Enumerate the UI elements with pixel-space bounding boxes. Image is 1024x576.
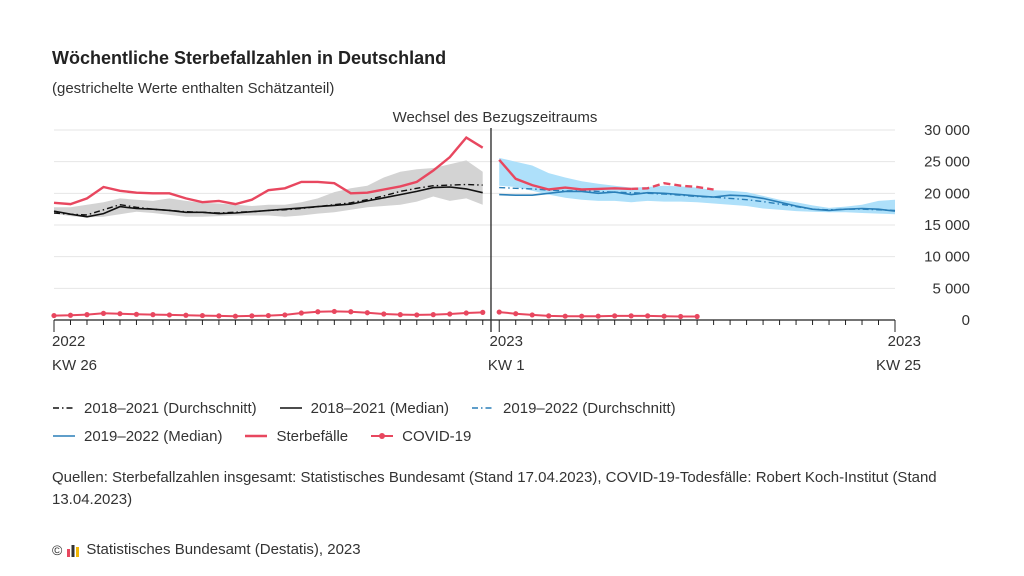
range-bands xyxy=(54,157,895,218)
grid-lines xyxy=(54,129,895,289)
covid-point xyxy=(645,313,651,319)
y-tick-label: 25 000 xyxy=(924,154,970,171)
legend: 2018–2021 (Durchschnitt) 2018–2021 (Medi… xyxy=(52,394,872,450)
legend-item-avg-2018-2021: 2018–2021 (Durchschnitt) xyxy=(52,400,257,417)
covid-point xyxy=(546,313,552,319)
covid-point xyxy=(348,309,354,315)
legend-item-deaths: Sterbefälle xyxy=(244,428,348,445)
series-line-median-2018-2021 xyxy=(53,186,483,218)
x-tick-label-year: 2022 xyxy=(52,333,85,350)
line-chart: 0 5 000 10 000 15 000 20 000 25 000 30 000 2022… xyxy=(51,109,970,374)
series-line-deaths-2022 xyxy=(53,136,484,206)
legend-item-median-2019-2022: 2019–2022 (Median) xyxy=(52,428,222,445)
covid-point xyxy=(397,312,403,318)
credit-text: Statistisches Bundesamt (Destatis), 2023 xyxy=(86,541,361,558)
source-note: Quellen: Sterbefallzahlen insgesamt: Sta… xyxy=(52,469,937,508)
covid-point xyxy=(381,311,387,317)
legend-label: 2019–2022 (Durchschnitt) xyxy=(503,399,676,417)
x-tick-label-week: KW 25 xyxy=(876,357,921,374)
x-tick-label-year: 2023 xyxy=(888,333,921,350)
covid-point xyxy=(315,309,321,315)
legend-swatch-median-2019-2022 xyxy=(53,435,75,437)
covid-point xyxy=(150,312,156,318)
covid-point xyxy=(183,312,189,318)
covid-point xyxy=(513,311,519,317)
destatis-logo-icon xyxy=(67,544,80,557)
covid-point xyxy=(199,312,206,319)
legend-swatch-median-2018-2021 xyxy=(279,407,302,409)
covid-point xyxy=(595,313,601,319)
covid-point xyxy=(562,313,568,319)
y-tick-label: 0 xyxy=(962,312,970,329)
legend-label: COVID-19 xyxy=(402,427,472,445)
covid-point xyxy=(430,312,436,318)
copyright-symbol: © xyxy=(52,541,63,558)
covid-point xyxy=(216,313,222,319)
covid-point xyxy=(331,308,337,315)
covid-point xyxy=(678,313,684,320)
y-tick-label: 15 000 xyxy=(924,217,970,234)
covid-point xyxy=(529,312,535,318)
covid-point xyxy=(166,312,173,318)
legend-item-covid: COVID-19 xyxy=(370,428,471,445)
band-2019-2022 xyxy=(499,157,895,215)
series-lines xyxy=(51,136,896,320)
legend-label: 2019–2022 (Median) xyxy=(84,427,223,445)
covid-point xyxy=(249,313,255,319)
covid-point xyxy=(51,312,57,319)
covid-point xyxy=(447,311,453,317)
chart-subtitle: (gestrichelte Werte enthalten Schätzante… xyxy=(52,80,335,97)
covid-point xyxy=(100,310,107,316)
series-line-deaths-2023 xyxy=(498,159,632,191)
y-tick-label: 20 000 xyxy=(924,185,970,202)
covid-point xyxy=(480,309,486,315)
covid-point xyxy=(463,310,469,316)
covid-point xyxy=(84,312,90,318)
legend-label: 2018–2021 (Durchschnitt) xyxy=(84,399,257,417)
legend-item-avg-2019-2022: 2019–2022 (Durchschnitt) xyxy=(471,400,676,417)
band-2018-2021 xyxy=(54,160,483,218)
legend-label: 2018–2021 (Median) xyxy=(310,399,450,417)
series-line-deaths-2023-estimated xyxy=(631,181,714,191)
legend-label: Sterbefälle xyxy=(276,427,349,445)
y-tick-label: 10 000 xyxy=(924,249,970,266)
legend-swatch-deaths xyxy=(245,434,268,438)
annotation-label: Wechsel des Bezugszeitraums xyxy=(393,109,598,126)
series-line-median-2019-2022 xyxy=(499,190,896,212)
legend-swatch-avg-2018-2021 xyxy=(53,407,75,409)
legend-item-median-2018-2021: 2018–2021 (Median) xyxy=(279,400,449,417)
covid-point xyxy=(661,313,667,319)
covid-point xyxy=(298,310,304,316)
x-tick-label-week: KW 1 xyxy=(488,357,525,374)
chart-title: Wöchentliche Sterbefallzahlen in Deutsch… xyxy=(52,48,447,68)
covid-point xyxy=(282,312,288,318)
covid-point xyxy=(694,313,700,320)
credit-line: © Statistisches Bundesamt (Destatis), 20… xyxy=(52,541,361,558)
covid-point xyxy=(628,313,634,319)
covid-point xyxy=(496,309,502,315)
covid-point xyxy=(265,312,271,319)
covid-point xyxy=(67,312,74,318)
covid-point xyxy=(414,312,420,318)
covid-point xyxy=(117,311,123,317)
y-tick-label: 30 000 xyxy=(924,122,970,139)
axes: 0 5 000 10 000 15 000 20 000 25 000 30 000 2022… xyxy=(52,122,970,374)
x-tick-label-week: KW 26 xyxy=(52,357,97,374)
x-tick-label-year: 2023 xyxy=(490,333,523,350)
covid-point xyxy=(612,313,618,319)
covid-point xyxy=(232,313,238,319)
covid-point xyxy=(133,311,140,317)
y-tick-label: 5 000 xyxy=(932,280,970,297)
legend-swatch-covid xyxy=(371,433,394,439)
covid-point xyxy=(579,313,585,319)
covid-point xyxy=(364,310,370,316)
legend-swatch-avg-2019-2022 xyxy=(472,407,495,409)
